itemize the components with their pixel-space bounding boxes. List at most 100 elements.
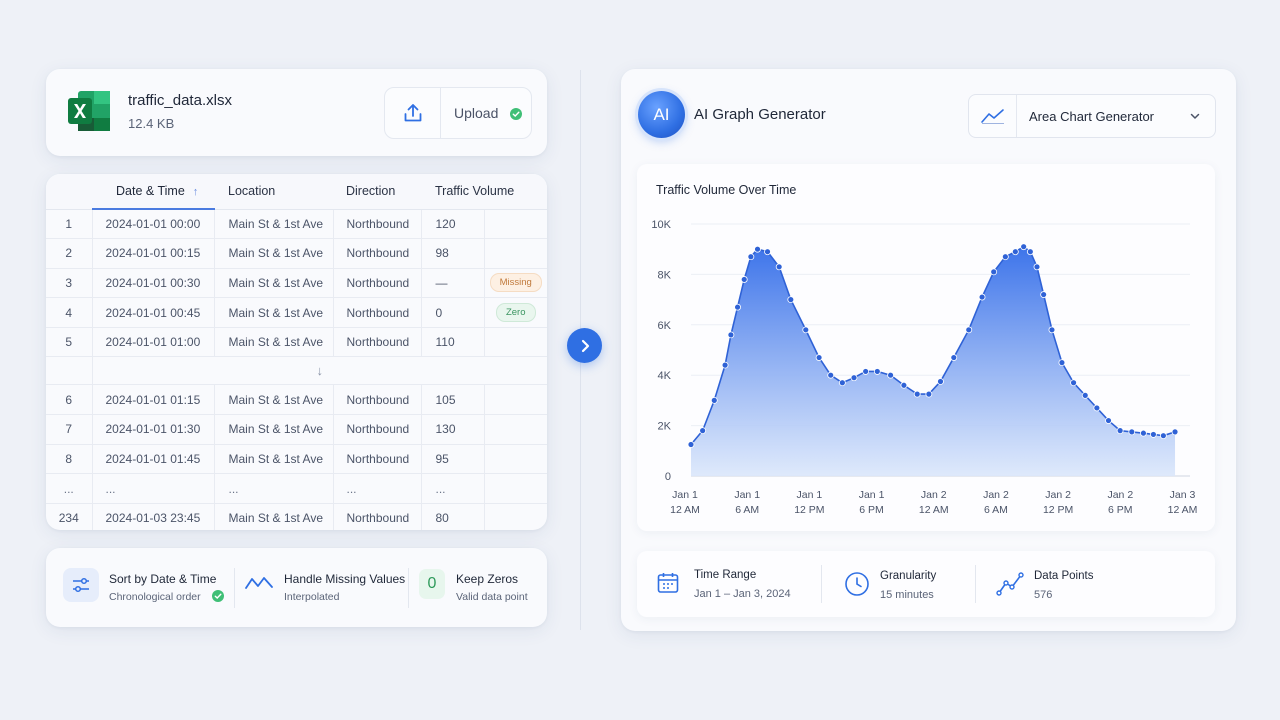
data-point[interactable] [978, 293, 986, 301]
data-point[interactable] [687, 441, 695, 448]
sort-up-icon[interactable]: ↑ [192, 186, 199, 198]
data-point[interactable] [990, 268, 998, 276]
row-number: 1 [46, 209, 93, 240]
data-point[interactable] [827, 371, 835, 379]
cell-volume: ... [421, 473, 485, 504]
calendar-icon [657, 573, 679, 593]
data-point[interactable] [747, 253, 755, 261]
data-point[interactable] [740, 276, 748, 283]
data-point[interactable] [1081, 391, 1089, 399]
data-point[interactable] [1048, 326, 1056, 334]
cell-badge [484, 209, 547, 240]
cell-badge [484, 327, 547, 358]
data-point[interactable] [1040, 291, 1048, 298]
data-point[interactable] [1171, 428, 1179, 436]
chart-type-dropdown[interactable]: Area Chart Generator [968, 94, 1216, 138]
ai-badge-icon: AI [638, 91, 685, 138]
graph-generator-panel: AI AI Graph Generator Area Chart Generat… [621, 69, 1236, 631]
data-point[interactable] [1020, 243, 1028, 251]
data-point[interactable] [721, 361, 729, 369]
table-row[interactable]: 8 2024-01-01 01:45 Main St & 1st Ave Northb… [46, 444, 547, 475]
chevron-right-icon [581, 339, 589, 352]
table-row[interactable]: 234 2024-01-03 23:45 Main St & 1st Ave Nort… [46, 503, 547, 530]
data-point[interactable] [862, 368, 870, 375]
data-table-card: Date & Time ↑ Location Direction Traffic … [46, 174, 547, 530]
chevron-down-icon [1190, 113, 1200, 119]
data-point[interactable] [1093, 404, 1101, 412]
cell-direction: Northbound [333, 503, 422, 530]
column-header-label: Date & Time [116, 184, 185, 198]
sort-sliders-icon [63, 568, 99, 602]
cell-badge [484, 503, 547, 530]
data-point[interactable] [734, 303, 741, 311]
cell-direction: Northbound [333, 268, 422, 299]
next-arrow-button[interactable] [567, 328, 602, 363]
table-row[interactable]: 5 2024-01-01 01:00 Main St & 1st Ave Northb… [46, 327, 547, 358]
cell-date: 2024-01-01 00:00 [92, 209, 215, 240]
data-point[interactable] [937, 378, 944, 385]
x-tick-sublabel: 12 PM [1043, 504, 1073, 516]
status-badge: Missing [489, 273, 542, 293]
data-point[interactable] [1058, 359, 1066, 367]
cell-volume: 110 [421, 327, 485, 358]
data-point[interactable] [850, 374, 858, 382]
area-chart: 0 2K 4K 6K 8K 10K Jan 1 12 AM Jan 1 6 AM Jan 1 12 P… [651, 219, 1197, 516]
data-point[interactable] [1105, 417, 1112, 424]
data-point[interactable] [699, 427, 707, 435]
data-point[interactable] [754, 245, 761, 253]
data-point[interactable] [1159, 432, 1167, 440]
cell-volume: — [421, 268, 485, 299]
divider [408, 568, 409, 608]
data-point[interactable] [710, 396, 718, 404]
column-header-direction[interactable]: Direction [333, 174, 421, 210]
data-point[interactable] [1116, 427, 1124, 435]
x-tick-label: Jan 2 [921, 489, 947, 501]
column-header-volume[interactable]: Traffic Volume [421, 174, 547, 210]
upload-button[interactable]: Upload [384, 87, 532, 139]
row-number: 234 [46, 503, 93, 530]
data-point[interactable] [913, 390, 921, 398]
column-header-location[interactable]: Location [214, 174, 333, 210]
data-point[interactable] [838, 379, 846, 387]
x-tick-sublabel: 6 AM [735, 504, 759, 516]
step-keep-zeros[interactable]: 0 Keep Zeros Valid data point [419, 564, 539, 612]
row-number: 6 [46, 384, 93, 416]
data-point[interactable] [727, 331, 735, 339]
step-sort[interactable]: Sort by Date & Time Chronological order [63, 564, 233, 612]
data-point[interactable] [815, 354, 823, 361]
cell-location: Main St & 1st Ave [214, 327, 334, 358]
x-tick-label: Jan 1 [859, 489, 885, 501]
data-point[interactable] [965, 326, 973, 334]
data-point[interactable] [1140, 429, 1147, 437]
data-point[interactable] [873, 368, 881, 375]
table-row[interactable]: 6 2024-01-01 01:15 Main St & 1st Ave Northb… [46, 384, 547, 416]
table-row[interactable]: 3 2024-01-01 00:30 Main St & 1st Ave Northb… [46, 268, 547, 299]
cell-direction: Northbound [333, 327, 422, 358]
step-missing-values[interactable]: Handle Missing Values Interpolated [244, 564, 409, 612]
data-point[interactable] [1001, 253, 1009, 261]
cell-badge [484, 414, 547, 445]
file-name: traffic_data.xlsx [128, 92, 232, 109]
data-point[interactable] [900, 381, 908, 389]
stat-title: Granularity [880, 570, 937, 582]
column-header-date[interactable]: Date & Time ↑ [92, 174, 214, 210]
table-row[interactable]: ............... [46, 473, 547, 504]
data-point[interactable] [1011, 248, 1019, 256]
data-point[interactable] [775, 263, 783, 271]
data-point[interactable] [1150, 431, 1157, 438]
data-point[interactable] [1026, 248, 1034, 256]
table-row[interactable]: 4 2024-01-01 00:45 Main St & 1st Ave Northb… [46, 297, 547, 328]
table-row[interactable]: 7 2024-01-01 01:30 Main St & 1st Ave Northb… [46, 414, 547, 445]
cell-badge [484, 473, 547, 504]
data-point[interactable] [764, 248, 771, 256]
data-point[interactable] [887, 371, 895, 379]
table-row[interactable]: 2 2024-01-01 00:15 Main St & 1st Ave Northb… [46, 238, 547, 269]
data-point[interactable] [1033, 263, 1041, 271]
data-point[interactable] [1070, 379, 1077, 387]
data-point[interactable] [925, 390, 933, 398]
data-point[interactable] [787, 296, 795, 304]
data-point[interactable] [1128, 428, 1136, 436]
data-point[interactable] [950, 354, 958, 361]
table-row[interactable]: 1 2024-01-01 00:00 Main St & 1st Ave Northb… [46, 209, 547, 240]
data-point[interactable] [802, 326, 810, 334]
